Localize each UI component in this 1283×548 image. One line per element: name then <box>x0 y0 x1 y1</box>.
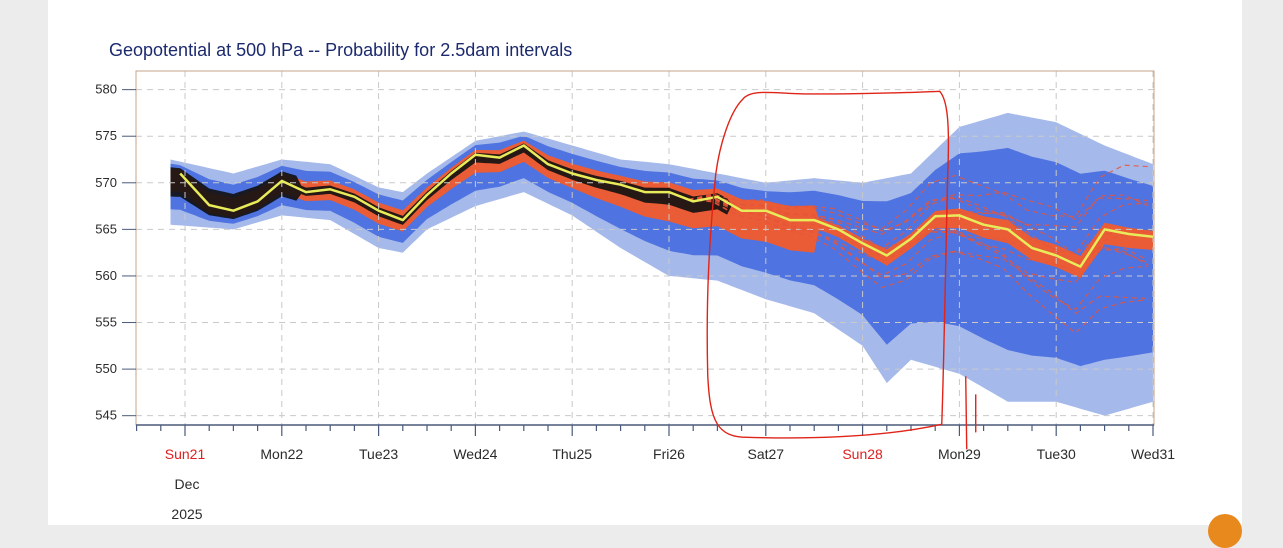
floating-action-button[interactable] <box>1208 514 1242 548</box>
x-tick-label: Sun21 <box>165 446 206 462</box>
x-tick-label: Sat27 <box>748 446 785 462</box>
ensemble-member-line <box>688 194 1149 235</box>
band-layer-1 <box>170 135 1153 367</box>
chart-card: Geopotential at 500 hPa -- Probability f… <box>48 0 1242 525</box>
y-tick-label: 580 <box>95 82 117 97</box>
y-tick-label: 555 <box>95 315 117 330</box>
ensemble-member-line <box>688 199 1149 315</box>
y-tick-label: 570 <box>95 175 117 190</box>
ensemble-member-line <box>688 197 1149 272</box>
ensemble-member-line <box>688 199 1149 334</box>
y-tick-label: 550 <box>95 361 117 376</box>
x-tick-label: Wed24 <box>453 446 497 462</box>
annotation-marks <box>965 376 977 450</box>
ensemble-member-line <box>688 164 1149 230</box>
x-tick-label: Mon29 <box>938 446 981 462</box>
y-tick-label: 545 <box>95 408 117 423</box>
y-tick-label: 575 <box>95 128 117 143</box>
x-tick-label: Sun28 <box>842 446 883 462</box>
x-tick-label: Fri26 <box>653 446 685 462</box>
chart-title: Geopotential at 500 hPa -- Probability f… <box>109 40 572 60</box>
band-layer-0 <box>170 112 1153 416</box>
ensemble-member-line <box>688 197 1149 284</box>
x-tick-label: Tue30 <box>1037 446 1076 462</box>
y-tick-label: 560 <box>95 268 117 283</box>
ensemble-member-line <box>688 199 1149 311</box>
axes: 545 550 555 560 565 570 575 580 Sun21 Mon22 Tue23 W… <box>95 82 1175 462</box>
chart: Geopotential at 500 hPa -- Probability f… <box>95 40 1175 462</box>
x-tick-label: Mon22 <box>260 446 303 462</box>
ensemble-member-line <box>688 191 1149 232</box>
y-tick-label: 565 <box>95 221 117 236</box>
ensemble-member-line <box>688 195 1149 255</box>
grid <box>136 71 1154 425</box>
series-lines <box>179 144 1154 334</box>
mean-series-line <box>179 144 1154 268</box>
probability-band <box>170 112 1153 416</box>
annotation-outline <box>706 90 950 439</box>
x-tick-label: Tue23 <box>359 446 398 462</box>
x-tick-label: Thu25 <box>552 446 592 462</box>
x-tick-label: Wed31 <box>1131 446 1175 462</box>
hand-drawn-annotation <box>706 90 977 450</box>
